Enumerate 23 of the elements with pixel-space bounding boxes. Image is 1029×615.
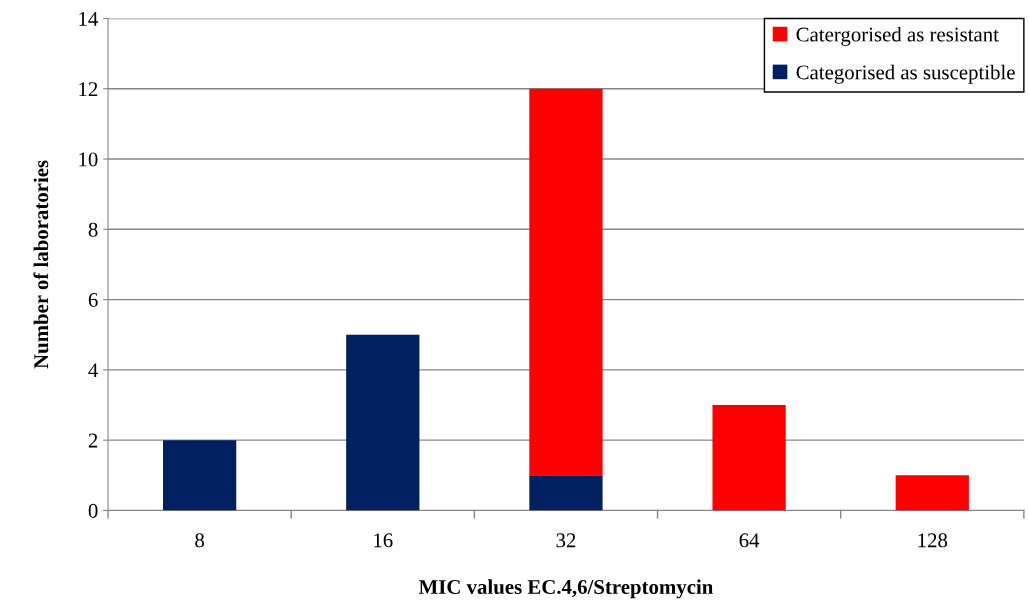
x-tick-label: 8: [195, 533, 205, 548]
x-tick-label: 64: [739, 533, 760, 548]
y-tick-label: 4: [88, 363, 98, 378]
x-tick-label: 32: [556, 533, 576, 548]
y-tick-label: 2: [88, 433, 98, 448]
bar: [529, 475, 603, 511]
y-tick-label: 6: [88, 293, 98, 308]
y-tick-label: 8: [88, 222, 98, 237]
legend-label: Catergorised as resistant: [796, 26, 999, 46]
x-axis-title: MIC values EC.4,6/Streptomycin: [418, 579, 714, 599]
bar: [529, 88, 603, 476]
x-tick-label: 16: [374, 533, 393, 548]
bar: [712, 405, 786, 511]
y-tick-label: 0: [88, 503, 98, 518]
bar: [346, 334, 420, 511]
bar: [895, 475, 969, 511]
legend-label: Categorised as susceptible: [796, 64, 1015, 84]
y-tick-label: 12: [79, 82, 98, 96]
y-tick-label: 10: [79, 152, 98, 167]
y-tick-label: 14: [79, 11, 98, 26]
bar: [162, 440, 237, 511]
x-tick-label: 128: [918, 533, 948, 548]
y-axis-title: Number of laboratories: [33, 160, 49, 369]
